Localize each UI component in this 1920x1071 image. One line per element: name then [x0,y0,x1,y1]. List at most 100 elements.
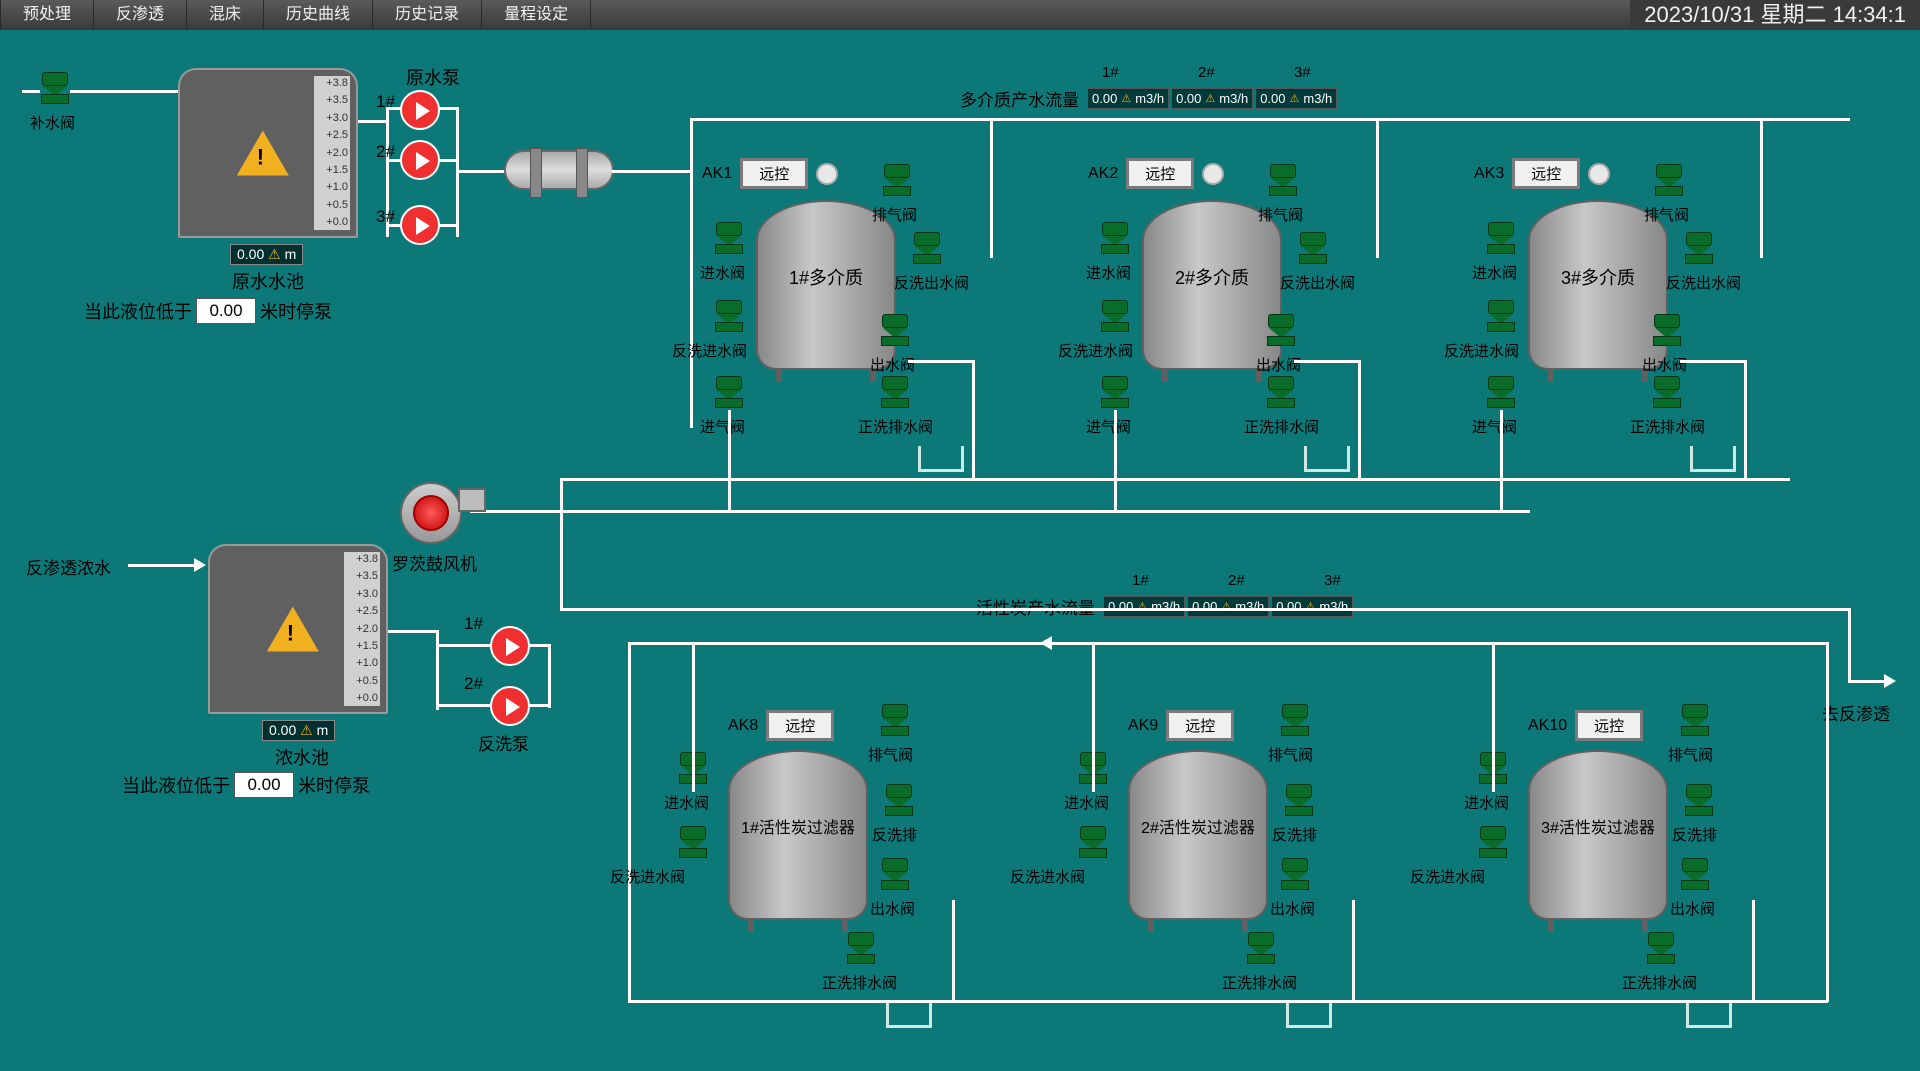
u3-airin[interactable] [1486,376,1516,412]
ak8-group: AK8 远控 [728,710,834,741]
u2-drain [1304,446,1350,472]
u2-outlet[interactable] [1266,314,1296,350]
tank-scale: +3.8+3.5+3.0 +2.5+2.0+1.5 +1.0+0.5+0.0 [314,76,350,230]
backwash-pump-title: 反洗泵 [478,730,529,755]
raw-tank-level: 0.00 ⚠ m [230,244,303,265]
ak3-group: AK3 远控 [1474,158,1610,189]
menu-bar: 预处理 反渗透 混床 历史曲线 历史记录 量程设定 2023/10/31 星期二… [0,0,1920,30]
ak3-remote[interactable]: 远控 [1512,158,1580,189]
warning-icon [237,131,289,176]
raw-tank-label: 原水水池 [232,268,304,294]
raw-tank-stop: 当此液位低于 0.00 米时停泵 [84,298,332,324]
ak1-status [816,163,838,185]
u1-fwdrain[interactable] [880,376,910,412]
u2-bwin[interactable] [1100,300,1130,336]
raw-pump-title: 原水泵 [406,64,460,90]
c1-fwdrain[interactable] [846,932,876,968]
menu-trend[interactable]: 历史曲线 [264,0,373,30]
to-ro-label: 去反渗透 [1822,700,1890,725]
u2-bwout[interactable] [1298,232,1328,268]
conc-tank-level: 0.00 ⚠ m [262,720,335,741]
ak1-remote[interactable]: 远控 [740,158,808,189]
u1-exhaust[interactable] [882,164,912,200]
c2-fwdrain[interactable] [1246,932,1276,968]
u2-airin[interactable] [1100,376,1130,412]
makeup-valve[interactable] [40,72,70,108]
c3-drain [1686,1002,1732,1028]
u3-bwout[interactable] [1684,232,1714,268]
u3-inlet[interactable] [1486,222,1516,258]
c3-bwdrain[interactable] [1684,784,1714,820]
ak1-group: AK1 远控 [702,158,838,189]
menu-mixbed[interactable]: 混床 [187,0,264,30]
warning-icon [267,607,319,652]
ak2-remote[interactable]: 远控 [1126,158,1194,189]
u2-fwdrain[interactable] [1266,376,1296,412]
backwash-pump-2[interactable] [490,686,530,726]
c1-bwin[interactable] [678,826,708,862]
u1-bwout[interactable] [912,232,942,268]
c2-drain [1286,1002,1332,1028]
u1-drain [918,446,964,472]
c3-exhaust[interactable] [1680,704,1710,740]
cartridge-filter [504,150,614,190]
u3-bwin[interactable] [1486,300,1516,336]
carbon-vessel-2: 2#活性炭过滤器 [1128,750,1268,920]
u2-inlet[interactable] [1100,222,1130,258]
media-vessel-2: 2#多介质 [1142,200,1282,370]
c1-drain [886,1002,932,1028]
menu-range[interactable]: 量程设定 [482,0,591,30]
u3-fwdrain[interactable] [1652,376,1682,412]
carbon-vessel-1: 1#活性炭过滤器 [728,750,868,920]
ak2-group: AK2 远控 [1088,158,1224,189]
raw-stop-input[interactable]: 0.00 [196,298,256,324]
c3-bwin[interactable] [1478,826,1508,862]
menu-ro[interactable]: 反渗透 [94,0,187,30]
c2-exhaust[interactable] [1280,704,1310,740]
carbon-flow: 活性炭产水流量 0.00⚠m3/h 0.00⚠m3/h 0.00⚠m3/h [976,594,1355,619]
tank-scale: +3.8+3.5+3.0 +2.5+2.0+1.5 +1.0+0.5+0.0 [344,552,380,706]
c2-bwin[interactable] [1078,826,1108,862]
ak8-remote[interactable]: 远控 [766,710,834,741]
c3-fwdrain[interactable] [1646,932,1676,968]
conc-tank-stop: 当此液位低于 0.00 米时停泵 [122,772,370,798]
ak9-remote[interactable]: 远控 [1166,710,1234,741]
datetime: 2023/10/31 星期二 14:34:1 [1630,0,1920,30]
conc-tank-label: 浓水池 [275,744,329,770]
ak3-status [1588,163,1610,185]
raw-pump-2[interactable] [400,140,440,180]
conc-stop-input[interactable]: 0.00 [234,772,294,798]
menu-history[interactable]: 历史记录 [373,0,482,30]
multimedia-flow: 多介质产水流量 0.00⚠m3/h 0.00⚠m3/h 0.00⚠m3/h [960,86,1339,111]
c1-exhaust[interactable] [880,704,910,740]
conc-water-tank: +3.8+3.5+3.0 +2.5+2.0+1.5 +1.0+0.5+0.0 [208,544,388,714]
ak10-group: AK10 远控 [1528,710,1643,741]
raw-pump-3[interactable] [400,205,440,245]
makeup-valve-label: 补水阀 [30,112,75,133]
ak10-remote[interactable]: 远控 [1575,710,1643,741]
backwash-pump-1[interactable] [490,626,530,666]
c1-outlet[interactable] [880,858,910,894]
c2-outlet[interactable] [1280,858,1310,894]
u3-exhaust[interactable] [1654,164,1684,200]
u1-inlet[interactable] [714,222,744,258]
u1-bwin[interactable] [714,300,744,336]
c3-outlet[interactable] [1680,858,1710,894]
ro-return-label: 反渗透浓水 [26,554,111,579]
u2-exhaust[interactable] [1268,164,1298,200]
blower-label: 罗茨鼓风机 [392,550,477,575]
raw-pump-1[interactable] [400,90,440,130]
ak2-status [1202,163,1224,185]
ak9-group: AK9 远控 [1128,710,1234,741]
roots-blower[interactable] [400,482,462,544]
carbon-vessel-3: 3#活性炭过滤器 [1528,750,1668,920]
media-vessel-1: 1#多介质 [756,200,896,370]
u3-outlet[interactable] [1652,314,1682,350]
raw-water-tank: +3.8+3.5+3.0 +2.5+2.0+1.5 +1.0+0.5+0.0 [178,68,358,238]
c2-bwdrain[interactable] [1284,784,1314,820]
u1-outlet[interactable] [880,314,910,350]
c1-bwdrain[interactable] [884,784,914,820]
media-vessel-3: 3#多介质 [1528,200,1668,370]
menu-pretreat[interactable]: 预处理 [0,0,94,30]
u1-airin[interactable] [714,376,744,412]
